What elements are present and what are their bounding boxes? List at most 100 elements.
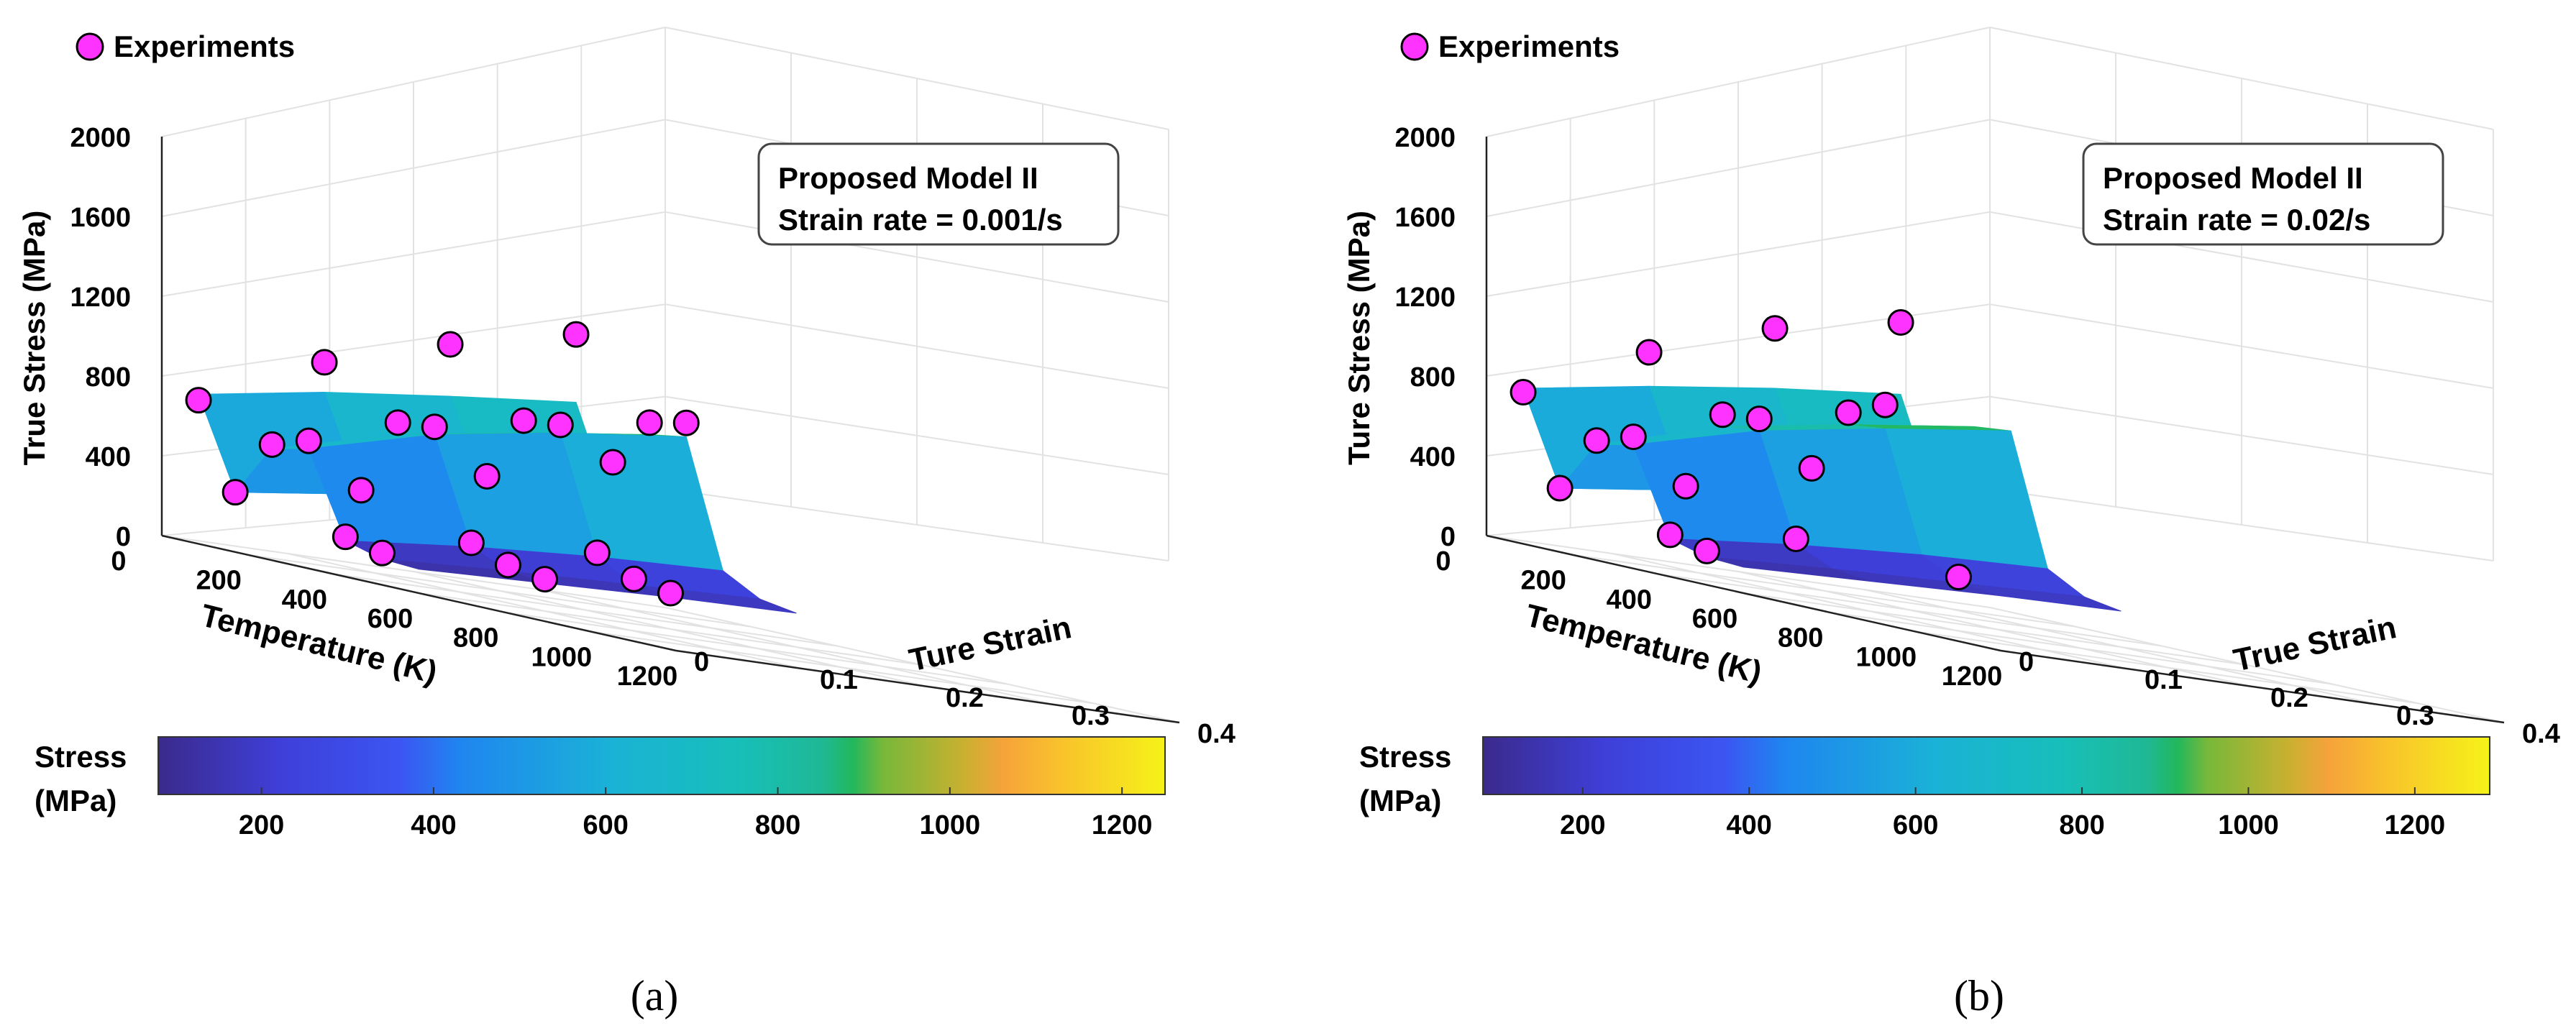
experiment-point: [258, 431, 286, 458]
z-tick-label: 1200: [1394, 283, 1456, 313]
colorbar-tick-label: 400: [411, 810, 456, 840]
x-tick-label: 1000: [531, 642, 593, 672]
experiment-point: [473, 462, 501, 490]
colorbar-tick-label: 200: [239, 810, 284, 840]
colorbar-label-line-1: Stress: [35, 740, 127, 774]
experiment-point: [221, 479, 249, 506]
z-tick-label: 2000: [1394, 123, 1456, 153]
colorbar-gradient: [157, 736, 1166, 795]
x-tick-label: 600: [1692, 604, 1737, 634]
legend-label: Experiments: [114, 29, 295, 63]
experiment-points: [185, 321, 700, 607]
x-axis-line: [1486, 534, 2001, 652]
experiment-point: [311, 349, 338, 376]
experiment-point: [437, 331, 464, 358]
experiment-point: [657, 579, 684, 607]
legend-marker: [1400, 32, 1429, 61]
experiment-point: [1672, 472, 1699, 500]
experiment-point: [1509, 379, 1537, 406]
colorbar-tick-label: 1000: [920, 810, 981, 840]
experiment-point: [531, 566, 558, 593]
experiment-point: [1945, 564, 1972, 591]
grid-line: [1829, 611, 2333, 685]
experiment-point: [1745, 405, 1773, 433]
experiment-point: [1546, 475, 1574, 502]
info-box-line-2: Strain rate = 0.02/s: [2103, 203, 2370, 237]
experiment-point: [421, 413, 448, 441]
y-tick-label: 0.1: [820, 665, 858, 695]
z-tick-label: 800: [86, 362, 131, 393]
experiment-point: [510, 407, 537, 434]
x-tick-label: 0: [1435, 546, 1451, 577]
experiment-point: [457, 529, 485, 556]
colorbar-label-line-2: (MPa): [1359, 784, 1441, 817]
panel-caption: (b): [1954, 972, 2004, 1019]
colorbar-tick-label: 400: [1727, 810, 1772, 840]
y-tick-label: 0: [2019, 647, 2034, 677]
experiment-point: [1635, 339, 1663, 366]
experiment-points: [1509, 308, 1972, 591]
colorbar-tick-label: 1200: [2385, 810, 2446, 840]
info-box-line-1: Proposed Model II: [2103, 161, 2363, 195]
z-tick-label: 400: [1410, 442, 1456, 472]
info-box-line-2: Strain rate = 0.001/s: [778, 203, 1063, 237]
experiment-point: [1798, 454, 1825, 482]
colorbar-tick-label: 600: [583, 810, 629, 840]
y-tick-label: 0.2: [946, 683, 984, 713]
x-tick-label: 1200: [617, 661, 678, 692]
panels: 0400800120016002000020040060080010001200…: [17, 27, 2560, 1019]
z-tick-label: 800: [1410, 362, 1456, 393]
experiment-point: [547, 411, 574, 439]
x-tick-label: 200: [1520, 566, 1566, 596]
grid-line: [1743, 592, 2247, 666]
experiment-point: [562, 321, 590, 348]
experiment-point: [599, 449, 626, 476]
experiment-point: [1620, 423, 1647, 451]
grid-line: [1572, 554, 2076, 628]
y-tick-label: 0: [694, 647, 709, 677]
y-tick-label: 0.4: [2522, 719, 2560, 749]
grid-line: [1658, 573, 2162, 647]
surface-patch: [1707, 556, 1870, 582]
grid-line: [1486, 535, 1991, 608]
experiment-point: [368, 539, 396, 567]
experiment-point: [620, 565, 647, 592]
experiment-point: [1709, 401, 1736, 428]
z-axis-title: True Stress (MPa): [17, 211, 51, 466]
colorbar-tick-label: 200: [1560, 810, 1605, 840]
info-box: Proposed Model II Strain rate = 0.001/s: [757, 142, 1120, 246]
grid-line: [590, 631, 1094, 705]
experiment-point: [332, 523, 359, 551]
experiment-point: [583, 539, 611, 567]
panel-caption: (a): [631, 972, 679, 1019]
x-tick-label: 1000: [1856, 642, 1917, 672]
legend-marker: [76, 32, 104, 61]
colorbar-label-line-2: (MPa): [35, 784, 117, 817]
colorbar-tick-label: 600: [1893, 810, 1938, 840]
colorbar-gradient: [1482, 736, 2490, 795]
colorbar-tick-label: 1200: [1092, 810, 1153, 840]
grid-line: [1914, 631, 2419, 705]
z-tick-label: 400: [86, 442, 131, 472]
experiment-point: [1835, 399, 1862, 426]
experiment-point: [1871, 391, 1899, 418]
x-tick-label: 0: [111, 546, 126, 577]
x-tick-label: 400: [282, 585, 327, 615]
experiment-point: [1782, 525, 1809, 552]
y-tick-label: 0.3: [2396, 701, 2434, 731]
legend: Experiments: [76, 29, 295, 63]
y-tick-label: 0.3: [1072, 701, 1110, 731]
info-box: Proposed Model II Strain rate = 0.02/s: [2082, 142, 2444, 246]
grid-line: [504, 611, 1008, 685]
x-tick-label: 600: [367, 604, 413, 634]
y-axis-line: [675, 649, 1180, 724]
colorbar-tick-label: 800: [755, 810, 800, 840]
experiment-point: [295, 427, 322, 454]
colorbar-label-line-1: Stress: [1359, 740, 1451, 774]
info-box-frame: [757, 142, 1120, 246]
colorbar: Stress (MPa) 200 400 600 800 1000 1200: [35, 736, 1166, 840]
z-tick-label: 0: [1440, 522, 1456, 552]
y-tick-label: 0.4: [1197, 719, 1236, 749]
experiment-point: [1887, 308, 1914, 336]
